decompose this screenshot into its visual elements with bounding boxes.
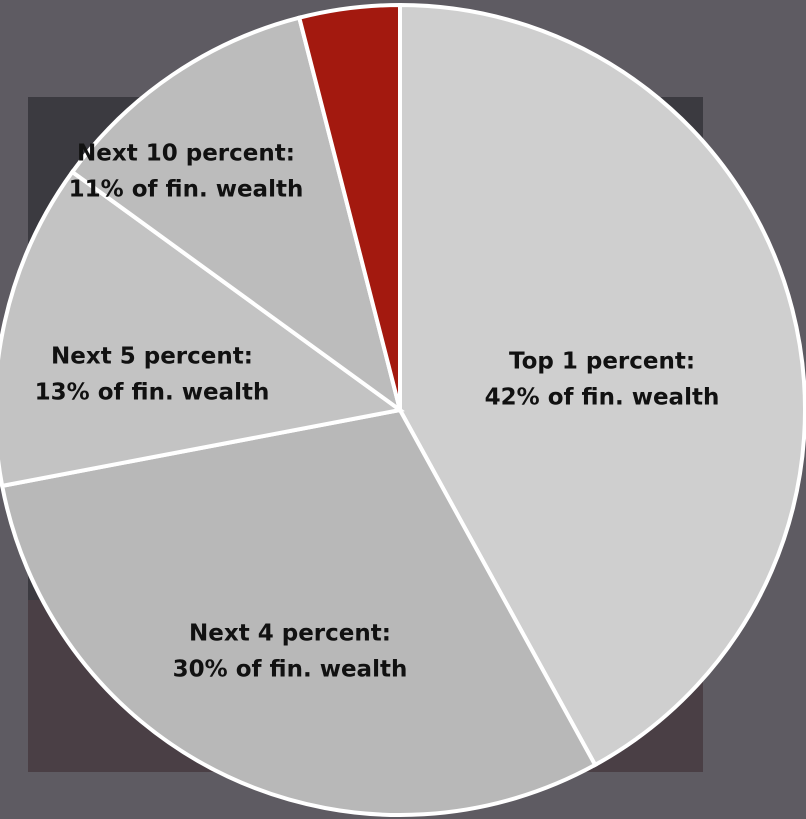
slice-label: Next 4 percent: bbox=[189, 621, 391, 647]
slice-value-label: 30% of fin. wealth bbox=[173, 657, 408, 683]
pie-slice bbox=[0, 169, 405, 489]
slice-label: Next 10 percent: bbox=[77, 141, 295, 167]
pie-slice bbox=[69, 15, 404, 415]
slice-label: Top 1 percent: bbox=[509, 349, 695, 375]
pie-slice bbox=[398, 2, 806, 768]
pie-slice bbox=[0, 407, 598, 817]
slice-value-label: 42% of fin. wealth bbox=[485, 385, 720, 411]
slice-value-label: 11% of fin. wealth bbox=[69, 177, 304, 203]
pie-slice bbox=[296, 2, 402, 411]
slice-value-label: 13% of fin. wealth bbox=[35, 380, 270, 406]
slice-label: Next 5 percent: bbox=[51, 344, 253, 370]
